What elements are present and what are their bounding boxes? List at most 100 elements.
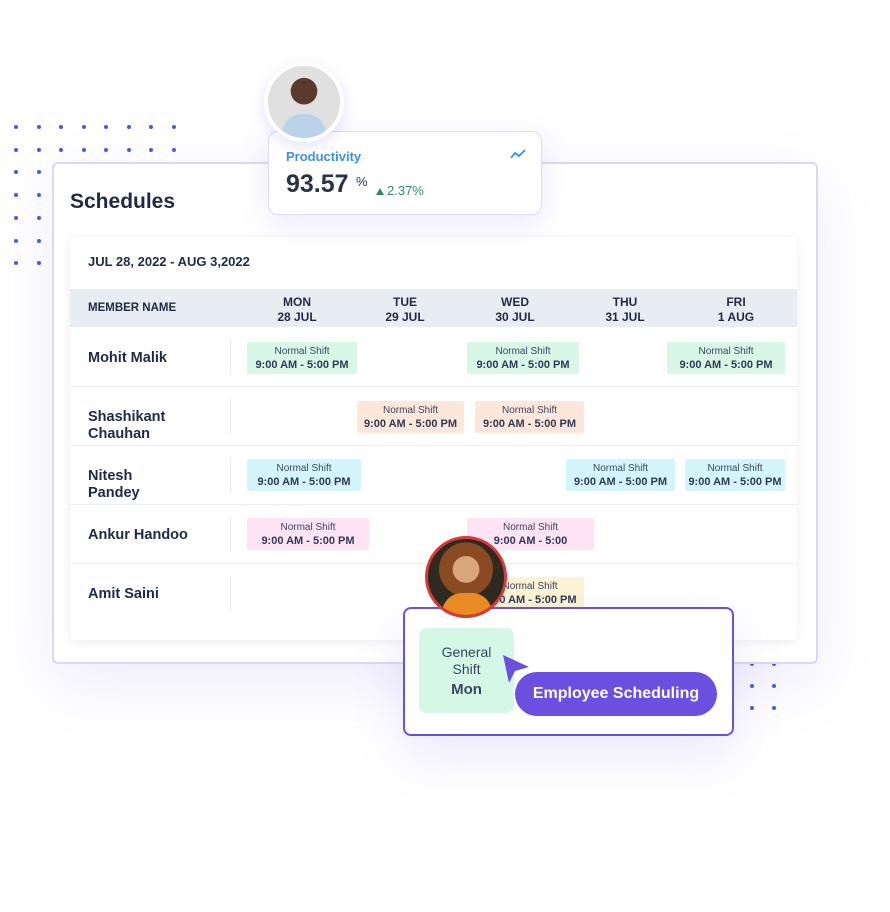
dot [126, 125, 131, 129]
shift-block[interactable]: Normal Shift 9:00 AM - 5:00 PM [475, 401, 584, 433]
page-title: Schedules [70, 190, 176, 213]
dot [772, 684, 776, 688]
shift-label: Normal Shift [495, 346, 551, 357]
member-name: Nitesh Pandey [88, 468, 140, 501]
dot [36, 147, 41, 152]
member-name: Ankur Handoo [88, 527, 188, 543]
cursor-icon [503, 655, 529, 683]
day: WED [501, 295, 529, 309]
shift-label: Normal Shift [592, 463, 648, 474]
shift-block[interactable]: Normal Shift 9:00 AM - 5:00 PM [247, 342, 357, 374]
shift-block[interactable]: Normal Shift 9:00 AM - 5:00 PM [357, 401, 464, 433]
shift-day: Mon [451, 681, 482, 698]
column-header-member: MEMBER NAME [88, 302, 177, 314]
employee-scheduling-button[interactable]: Employee Scheduling [515, 672, 717, 716]
dot [750, 684, 754, 688]
shift-block[interactable]: Normal Shift 9:00 AM - 5:00 PM [247, 459, 361, 491]
column-header-fri: FRI 1 AUG [686, 295, 786, 325]
avatar [264, 62, 344, 142]
column-header-tue: TUE 29 JUL [355, 295, 455, 325]
dot [14, 193, 18, 198]
shift-label: Normal Shift [501, 405, 557, 416]
dot [14, 215, 18, 220]
dot [14, 147, 18, 152]
productivity-card: Productivity 93.57 % 2.37% [268, 131, 542, 215]
shift-time: 9:00 AM - 5:00 PM [573, 476, 668, 488]
dot [59, 147, 63, 152]
trend-line-icon [510, 149, 526, 159]
dot [126, 147, 131, 152]
dot [36, 261, 41, 266]
dot [36, 193, 41, 198]
day: FRI [726, 295, 746, 309]
dot [81, 147, 86, 152]
shift-block[interactable]: Normal Shift 9:00 AM - 5:00 PM [667, 342, 785, 374]
divider [230, 340, 231, 375]
productivity-unit: % [356, 174, 368, 189]
dot [750, 662, 754, 666]
avatar [425, 536, 507, 618]
day: MON [283, 295, 311, 309]
general-shift-card[interactable]: General Shift Mon [419, 628, 514, 713]
column-header-mon: MON 28 JUL [247, 295, 347, 325]
divider [230, 458, 231, 493]
date: 28 JUL [277, 310, 317, 324]
shift-label: Normal Shift [280, 522, 336, 533]
divider [230, 576, 231, 611]
shift-time: 9:00 AM - 5:00 PM [688, 476, 782, 488]
dot [149, 125, 153, 129]
shift-time: 9:00 AM - 5:00 PM [679, 359, 773, 371]
shift-block[interactable]: Normal Shift 9:00 AM - 5:00 PM [467, 342, 579, 374]
shift-time: 9:00 AM - 5:00 PM [483, 594, 577, 606]
table-header: MEMBER NAME MON 28 JUL TUE 29 JUL WED 30 JU… [70, 289, 797, 327]
triangle-up-icon [376, 188, 384, 195]
dot [14, 125, 18, 129]
shift-time: 9:00 AM - 5:00 PM [261, 535, 355, 547]
shift-time: 9:00 AM - 5:00 PM [482, 418, 577, 430]
dot [59, 125, 63, 129]
shift-block[interactable]: Normal Shift 9:00 AM - 5:00 PM [247, 518, 369, 550]
divider [230, 399, 231, 434]
date: 1 AUG [717, 310, 755, 324]
date: 31 JUL [605, 310, 645, 324]
productivity-value: 93.57 [286, 170, 349, 198]
member-name: Mohit Malik [88, 350, 167, 366]
shift-label: Normal Shift [382, 405, 438, 416]
dot [81, 125, 86, 129]
table-row [70, 328, 797, 387]
dot [772, 662, 776, 666]
member-name: Shashikant Chauhan [88, 409, 166, 442]
shift-time: 9:00 AM - 5:00 PM [363, 418, 458, 430]
productivity-change: 2.37% [387, 183, 424, 198]
shift-block[interactable]: Normal Shift 9:00 AM - 5:00 PM [685, 459, 785, 491]
dot [171, 147, 176, 152]
dot [104, 125, 108, 129]
shift-label: Normal Shift [502, 522, 558, 533]
shift-label: Normal Shift [502, 581, 558, 592]
dot [14, 261, 18, 266]
column-header-wed: WED 30 JUL [465, 295, 565, 325]
shift-label: Normal Shift [276, 463, 332, 474]
date: 30 JUL [495, 310, 535, 324]
divider [230, 517, 231, 552]
table-row [70, 387, 797, 446]
shift-label: Normal Shift [698, 346, 754, 357]
dot [14, 170, 18, 175]
dot [14, 238, 18, 243]
dot [750, 706, 754, 710]
shift-block[interactable]: Normal Shift 9:00 AM - 5:00 PM [566, 459, 675, 491]
member-name: Amit Saini [88, 586, 159, 602]
table-row [70, 446, 797, 505]
column-header-thu: THU 31 JUL [575, 295, 675, 325]
productivity-label: Productivity [286, 149, 362, 164]
shift-label: Normal Shift [707, 463, 763, 474]
dot [104, 147, 108, 152]
shift-name: Shift [452, 661, 481, 677]
dot [149, 147, 153, 152]
shift-time: 9:00 AM - 5:00 PM [257, 476, 351, 488]
shift-time: 9:00 AM - 5:00 PM [476, 359, 570, 371]
date-range[interactable]: JUL 28, 2022 - AUG 3,2022 [88, 254, 250, 269]
dot [36, 215, 41, 220]
avatar-shirt [282, 114, 326, 138]
dot [36, 170, 41, 175]
